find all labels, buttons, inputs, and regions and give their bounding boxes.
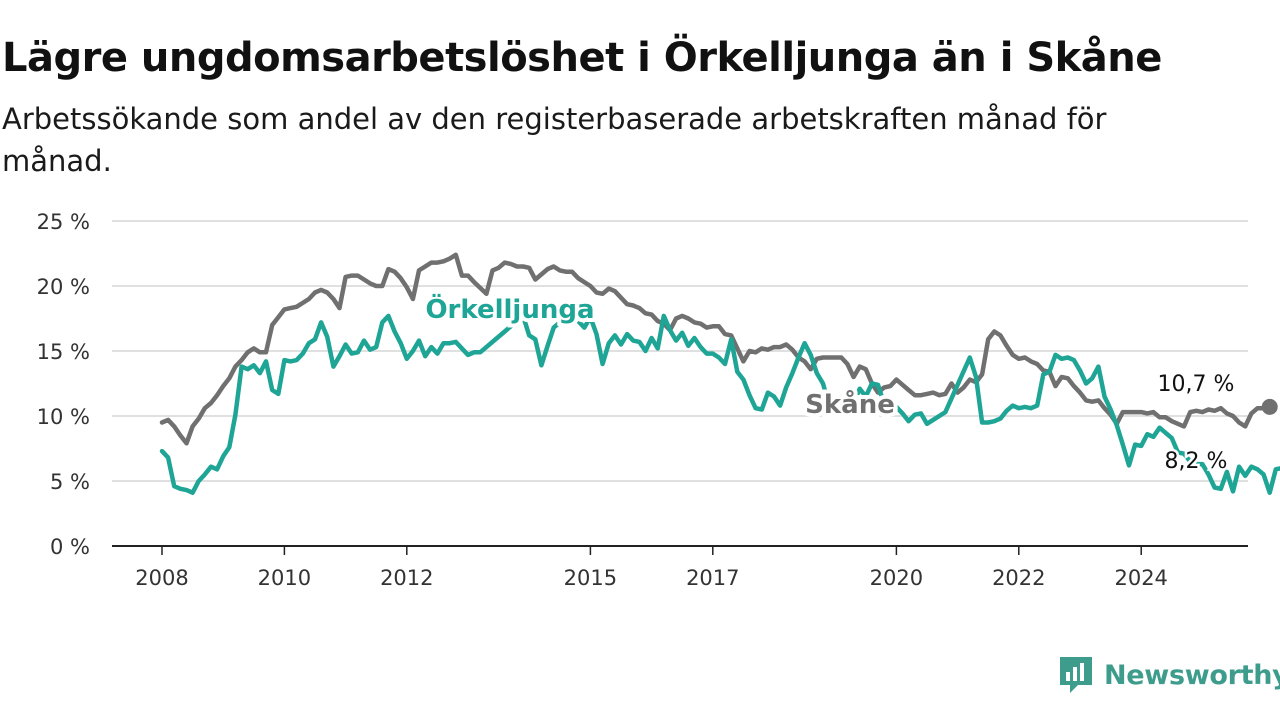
chart-title: Lägre ungdomsarbetslöshet i Örkelljunga … (2, 35, 1162, 81)
x-tick-label: 2008 (135, 566, 188, 590)
y-tick-label: 0 % (50, 535, 90, 559)
x-tick-label: 2022 (992, 566, 1045, 590)
x-axis-ticks: 2008 2010 2012 2015 2017 2020 2022 2024 (135, 546, 1168, 590)
series-end-label-skane: 10,7 % (1158, 372, 1235, 397)
bar-chart-speech-bubble-icon (1060, 657, 1092, 693)
x-tick-label: 2012 (380, 566, 433, 590)
chart-subtitle: Arbetssökande som andel av den registerb… (2, 102, 1107, 178)
x-tick-label: 2010 (258, 566, 311, 590)
brand-name: Newsworthy (1104, 659, 1280, 691)
series-line-skane (159, 252, 1272, 446)
series-labels: 10,7 % 8,2 % Örkelljunga Skåne (421, 288, 1278, 477)
y-tick-label: 15 % (37, 340, 90, 364)
x-tick-label: 2017 (686, 566, 739, 590)
y-tick-label: 25 % (37, 210, 90, 234)
x-tick-label: 2015 (564, 566, 617, 590)
series-line-orkelljunga (159, 313, 1280, 495)
gridlines (112, 220, 1248, 482)
series-lines (159, 252, 1280, 495)
series-label-orkelljunga: Örkelljunga (425, 292, 594, 325)
y-tick-label: 5 % (50, 470, 90, 494)
newsworthy-logo: Newsworthy (1058, 655, 1280, 695)
series-end-label-orkelljunga: 8,2 % (1165, 449, 1228, 474)
x-tick-label: 2020 (870, 566, 923, 590)
x-tick-label: 2024 (1114, 566, 1167, 590)
series-end-marker-skane (1261, 398, 1278, 415)
series-label-skane: Skåne (805, 388, 895, 420)
y-tick-label: 10 % (37, 405, 90, 429)
y-axis-tick-labels: 0 % 5 % 10 % 15 % 20 % 25 % (37, 210, 90, 559)
y-tick-label: 20 % (37, 275, 90, 299)
